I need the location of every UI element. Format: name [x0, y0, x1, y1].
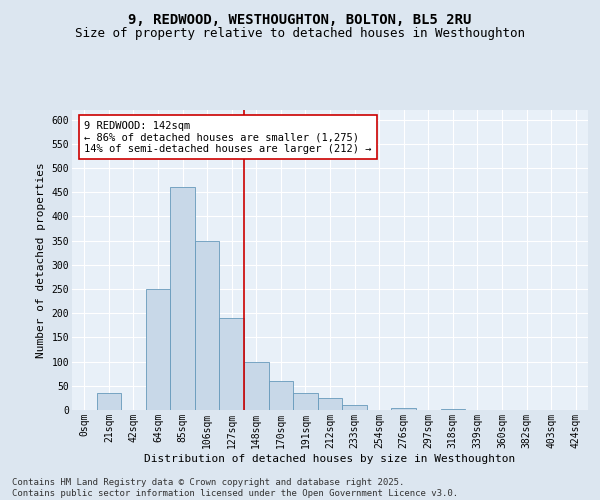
Bar — [244, 362, 269, 410]
Bar — [440, 408, 465, 410]
Bar — [391, 408, 416, 410]
Bar — [342, 405, 367, 410]
Bar — [195, 240, 220, 410]
Y-axis label: Number of detached properties: Number of detached properties — [36, 162, 46, 358]
Text: 9 REDWOOD: 142sqm
← 86% of detached houses are smaller (1,275)
14% of semi-detac: 9 REDWOOD: 142sqm ← 86% of detached hous… — [84, 120, 372, 154]
Text: Size of property relative to detached houses in Westhoughton: Size of property relative to detached ho… — [75, 28, 525, 40]
Bar — [220, 318, 244, 410]
X-axis label: Distribution of detached houses by size in Westhoughton: Distribution of detached houses by size … — [145, 454, 515, 464]
Bar — [146, 289, 170, 410]
Bar — [269, 381, 293, 410]
Bar — [97, 393, 121, 410]
Bar — [293, 393, 318, 410]
Bar — [318, 398, 342, 410]
Text: Contains HM Land Registry data © Crown copyright and database right 2025.
Contai: Contains HM Land Registry data © Crown c… — [12, 478, 458, 498]
Text: 9, REDWOOD, WESTHOUGHTON, BOLTON, BL5 2RU: 9, REDWOOD, WESTHOUGHTON, BOLTON, BL5 2R… — [128, 12, 472, 26]
Bar — [170, 188, 195, 410]
